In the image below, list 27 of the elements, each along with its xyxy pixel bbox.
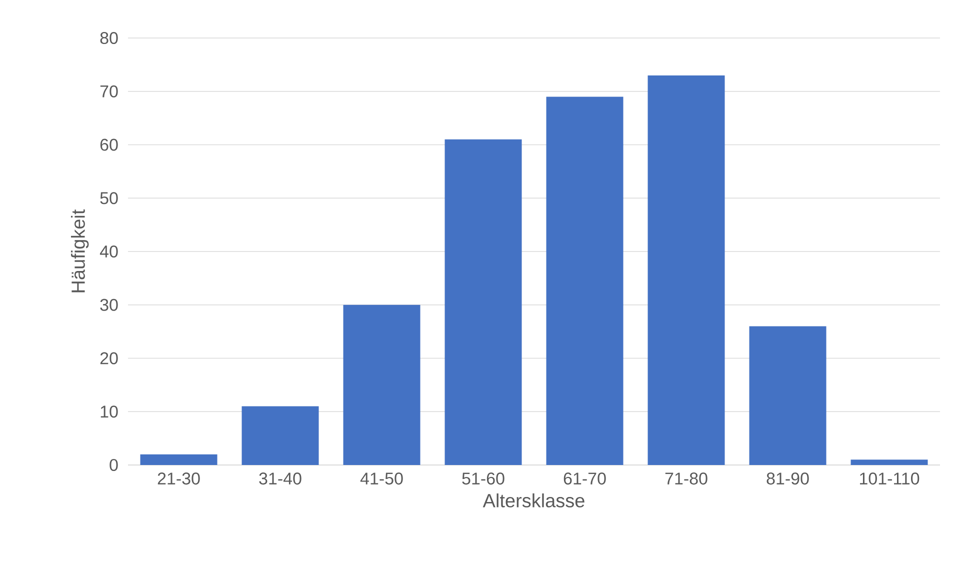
- x-tick-label: 81-90: [766, 472, 809, 485]
- x-tick-label: 21-30: [158, 472, 200, 485]
- bar: [444, 139, 522, 465]
- y-tick-label: 30: [100, 298, 118, 311]
- x-tick-label: 61-70: [564, 472, 606, 485]
- y-tick-label: 20: [100, 352, 118, 364]
- y-tick-label: 80: [100, 32, 118, 44]
- bar: [546, 96, 624, 465]
- x-tick-label: 51-60: [462, 472, 504, 485]
- y-axis-title: Häufigkeit: [70, 209, 89, 292]
- y-tick-label: 40: [100, 245, 118, 258]
- x-tick-label: 101-110: [860, 472, 920, 485]
- bar: [343, 304, 420, 465]
- y-tick-label: 0: [110, 458, 118, 472]
- y-tick-label: 10: [100, 406, 118, 418]
- x-tick-label: 71-80: [665, 472, 708, 485]
- y-tick-label: 70: [100, 85, 118, 98]
- y-tick-label: 50: [100, 192, 118, 204]
- bar: [648, 75, 725, 465]
- y-tick-label: 60: [100, 138, 118, 151]
- bar: [749, 326, 826, 465]
- bar: [850, 460, 928, 465]
- x-axis-title: Altersklasse: [482, 493, 584, 508]
- bar: [140, 454, 218, 465]
- x-tick-label: 31-40: [259, 472, 302, 485]
- bar: [242, 406, 319, 465]
- x-tick-label: 41-50: [360, 472, 403, 485]
